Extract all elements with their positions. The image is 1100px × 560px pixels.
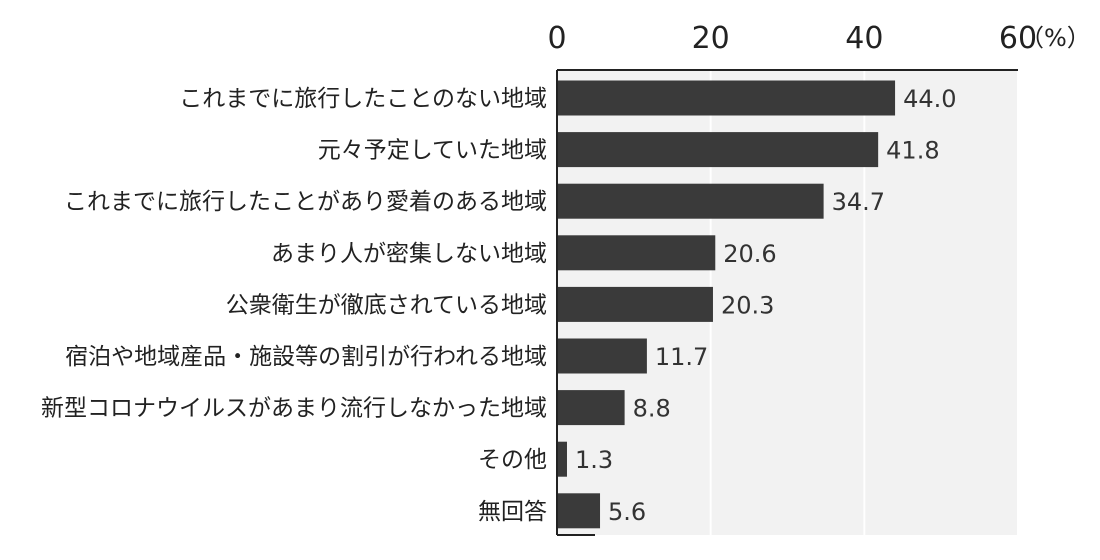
x-axis-unit-label: （%） [1020, 24, 1091, 52]
category-label-2: 元々予定していた地域 [318, 138, 547, 164]
x-tick-label-60: 60 [999, 21, 1037, 56]
bar-4 [557, 235, 716, 271]
value-label-8: 1.3 [575, 446, 613, 474]
category-label-1: これまでに旅行したことのない地域 [179, 86, 547, 112]
value-label-6: 11.7 [655, 343, 708, 371]
value-label-9: 5.6 [608, 498, 646, 526]
bar-7 [557, 390, 625, 426]
value-label-5: 20.3 [721, 291, 774, 319]
value-label-2: 41.8 [886, 137, 939, 165]
bar-9 [557, 493, 601, 529]
category-label-7: 新型コロナウイルスがあまり流行しなかった地域 [41, 396, 547, 422]
category-label-4: あまり人が密集しない地域 [271, 241, 547, 267]
value-label-4: 20.6 [723, 240, 776, 268]
category-label-5: 公衆衛生が徹底されている地域 [226, 292, 547, 318]
x-tick-label-20: 20 [692, 21, 730, 56]
category-label-6: 宿泊や地域産品・施設等の割引が行われる地域 [65, 344, 547, 370]
category-label-8: その他 [478, 447, 547, 473]
bar-5 [557, 286, 713, 322]
bar-3 [557, 183, 824, 219]
bar-6 [557, 338, 647, 374]
category-label-3: これまでに旅行したことがあり愛着のある地域 [64, 189, 547, 215]
value-label-7: 8.8 [633, 395, 671, 423]
category-label-9: 無回答 [478, 499, 547, 525]
bar-1 [557, 80, 896, 116]
x-tick-label-0: 0 [547, 21, 566, 56]
bar-2 [557, 132, 879, 168]
x-tick-label-40: 40 [845, 21, 883, 56]
value-label-3: 34.7 [832, 188, 885, 216]
value-label-1: 44.0 [903, 85, 956, 113]
bar-8 [557, 441, 567, 477]
